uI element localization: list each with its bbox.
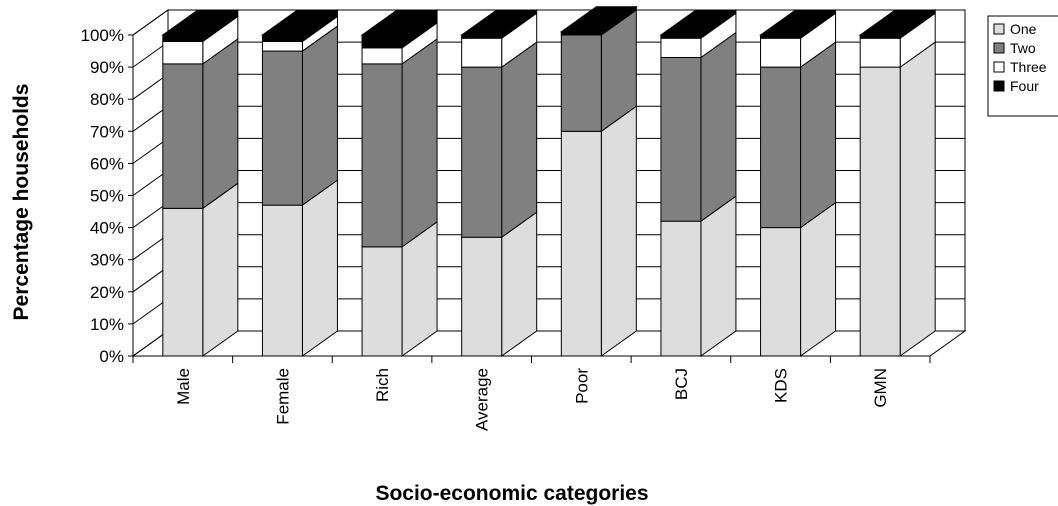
bar-segment [261,34,303,42]
y-axis-title: Percentage households [10,84,33,321]
y-tick-label: 80% [90,90,124,109]
bar-side [700,195,737,357]
y-tick-labels: 0% 10% 20% 30% 40% 50% 60% 70% 80% 90% 100% [81,26,133,366]
bar-segment [461,37,503,68]
bar-stack [360,9,439,357]
bar-segment [162,207,204,357]
bar-stack [460,9,539,357]
bar-side [600,105,637,357]
bar-side [301,179,338,357]
bar-top [759,9,838,36]
bar-segment [162,40,204,65]
legend-swatch [993,80,1005,92]
bar-stack [559,5,638,357]
category-label: Average [473,368,492,431]
bar-top [260,9,339,36]
bar-top [161,9,240,36]
legend-label: Three [1010,59,1047,75]
bar-segment [261,50,303,206]
y-tick-label: 60% [90,154,124,173]
bar-side [301,25,338,207]
legend-label: Four [1010,78,1039,94]
category-label: Poor [572,368,591,404]
y-tick-label: 10% [90,315,124,334]
bar-top [360,9,439,36]
bar-segment [261,40,303,52]
legend-swatch [993,61,1005,73]
bar-segment [261,204,303,357]
bar-segment [162,63,204,209]
legend-label: Two [1010,40,1036,56]
category-label: Rich [373,368,392,402]
y-tick-label: 30% [90,251,124,270]
category-label: Female [273,368,292,425]
bar-segment [660,37,702,58]
category-label: KDS [772,368,791,403]
bar-segment [859,66,901,357]
bar-top [559,6,638,33]
bar-side [700,31,737,223]
legend-label: One [1010,21,1037,37]
bar-segment [361,34,403,49]
legend-swatch [993,23,1005,35]
bar-stack [161,9,240,357]
category-label: GMN [871,368,890,408]
bar-side [899,41,936,357]
chart-walls [131,9,967,357]
bar-stack [858,9,937,357]
y-tick-label: 70% [90,122,124,141]
bar-stack [659,9,738,357]
legend-swatch [993,42,1005,54]
floor [131,330,967,357]
bar-segment [660,220,702,357]
bar-segment [760,227,802,357]
bar-segment [162,34,204,42]
bar-segment [560,130,602,357]
bar-side [202,37,239,210]
bar-top [659,9,738,36]
y-tick-label: 50% [90,187,124,206]
legend: One Two Three Four [987,15,1058,117]
y-tick-label: 40% [90,219,124,238]
bar-top [460,9,539,36]
x-axis-title: Socio-economic categories [375,482,648,505]
bar-side [501,41,538,239]
bar-stack [759,9,838,357]
bar-segment [361,47,403,65]
bar-segment [760,37,802,68]
bar-stack [260,9,339,357]
bar-segment [560,34,602,132]
bar-side [800,41,837,229]
bar-side [202,182,239,357]
bars [161,5,937,357]
bar-segment [361,246,403,357]
y-tick-label: 0% [99,347,124,366]
y-tick-label: 100% [81,26,124,45]
bar-side [401,37,438,248]
bar-segment [461,236,503,357]
bar-segment [660,56,702,222]
bar-top [858,9,937,36]
bar-segment [760,66,802,229]
y-tick-label: 90% [90,58,124,77]
category-label: BCJ [672,368,691,400]
category-label: Male [174,368,193,405]
category-labels: Male Female Rich Average Poor BCJ KDS GMN [174,368,890,431]
y-tick-label: 20% [90,283,124,302]
bar-segment [461,66,503,238]
bar-segment [361,63,403,248]
bar-side [800,201,837,357]
bar-segment [859,37,901,68]
